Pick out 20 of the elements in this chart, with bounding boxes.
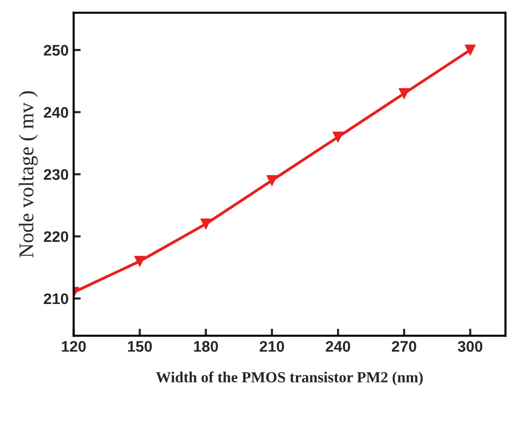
point [266,175,278,186]
y-tick-label: 220 [44,231,68,242]
point [332,132,344,142]
point [464,44,476,56]
y-tick-label: 250 [44,44,68,56]
y-axis-title: Node voltage ( mv ) [18,91,38,258]
x-tick-label: 270 [392,341,416,352]
y-tick-label: 210 [44,293,68,304]
y-tick-label: 230 [44,169,68,180]
point [200,218,212,230]
point [134,256,146,267]
y-tick-label: 240 [44,107,68,118]
x-tick-label: 300 [458,341,482,352]
point [398,88,410,99]
x-tick-label: 180 [194,341,218,352]
x-tick-label: 210 [260,341,284,352]
x-tick-label: 240 [326,341,350,352]
x-tick-label: 150 [128,341,152,352]
x-tick-label: 120 [62,341,86,352]
x-axis-title: Width of the PMOS transistor PM2 (nm) [156,372,423,386]
